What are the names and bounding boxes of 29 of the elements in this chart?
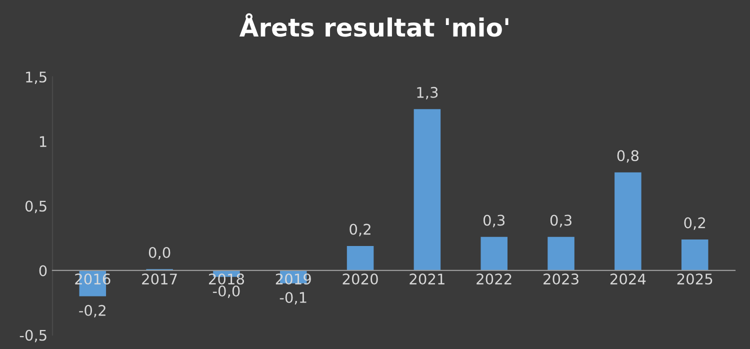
x-tick-label: 2017	[142, 274, 177, 285]
y-tick-label: 1,5	[26, 72, 46, 84]
y-tick-label: 0,5	[25, 200, 46, 214]
bar	[614, 172, 642, 270]
y-tick-label: 1	[40, 136, 46, 147]
x-tick-label: 2023	[544, 274, 578, 285]
data-label: -0,1	[280, 292, 306, 304]
x-tick-label: 2020	[342, 274, 378, 285]
data-label: -0,0	[212, 286, 240, 298]
x-tick-label: 2024	[610, 274, 646, 285]
data-label: 0,2	[350, 224, 370, 236]
chart-title: Årets resultat 'mio'	[239, 13, 508, 37]
bar	[414, 109, 441, 270]
y-tick-label: 0	[39, 265, 47, 276]
data-label: 0,0	[148, 246, 170, 260]
bar	[480, 236, 508, 270]
bar	[346, 246, 374, 270]
x-tick-label: 2025	[677, 274, 712, 285]
bar	[548, 236, 574, 270]
bar	[681, 239, 708, 270]
data-label: 0,3	[483, 214, 505, 228]
x-tick-label: 2022	[476, 274, 512, 285]
data-label: 0,2	[684, 217, 705, 230]
x-tick-label: 2021	[410, 274, 444, 285]
data-label: -0,2	[79, 304, 106, 318]
data-label: 1,3	[417, 86, 438, 100]
y-tick-label: -0,5	[20, 330, 46, 342]
data-label: 0,8	[617, 150, 639, 163]
data-label: 0,3	[550, 214, 572, 228]
